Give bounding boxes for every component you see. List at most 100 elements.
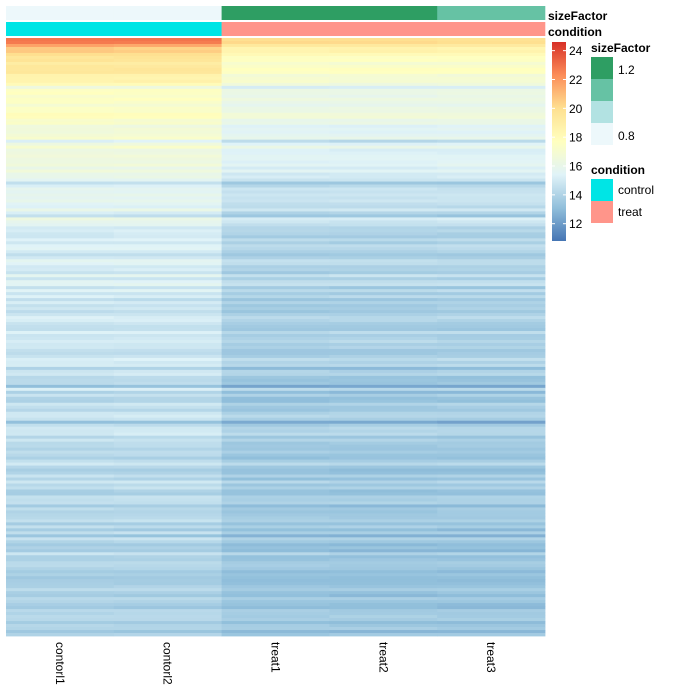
heatmap-cell: [6, 561, 115, 565]
heatmap-cell: [6, 274, 115, 278]
heatmap-cell: [113, 295, 222, 299]
heatmap-cell: [113, 387, 222, 392]
heatmap-cell: [221, 414, 330, 419]
heatmap-cell: [113, 543, 222, 547]
heatmap-cell: [437, 633, 546, 637]
heatmap-cell: [437, 301, 546, 305]
heatmap-cell: [329, 244, 438, 248]
heatmap-cell: [113, 94, 222, 99]
heatmap-cell: [113, 145, 222, 150]
heatmap-cell: [437, 151, 546, 156]
heatmap-cell: [113, 232, 222, 236]
heatmap-cell: [437, 603, 546, 607]
heatmap-cell: [329, 319, 438, 323]
heatmap-cell: [221, 100, 330, 105]
heatmap-cell: [329, 354, 438, 359]
heatmap-cell: [221, 94, 330, 99]
heatmap-cell: [113, 492, 222, 496]
heatmap-cell: [437, 381, 546, 386]
heatmap-cell: [437, 573, 546, 577]
heatmap-cell: [221, 429, 330, 434]
heatmap-cell: [221, 630, 330, 634]
heatmap-cell: [113, 357, 222, 362]
heatmap-cell: [6, 115, 115, 120]
heatmap-cell: [437, 471, 546, 475]
heatmap-cell: [329, 603, 438, 607]
heatmap-cell: [437, 423, 546, 428]
heatmap-cell: [221, 390, 330, 395]
heatmap-cell: [6, 387, 115, 392]
heatmap-cell: [6, 612, 115, 616]
heatmap-cell: [329, 211, 438, 215]
heatmap-cell: [113, 579, 222, 583]
heatmap-cell: [221, 405, 330, 410]
heatmap-cell: [221, 555, 330, 559]
heatmap-cell: [221, 402, 330, 407]
annotation-cell-condition: [6, 22, 115, 36]
heatmap-cell: [6, 351, 115, 356]
heatmap-cell: [329, 462, 438, 466]
heatmap-cell: [113, 366, 222, 371]
heatmap-cell: [113, 402, 222, 407]
column-label: treat1: [269, 642, 283, 673]
heatmap-cell: [437, 91, 546, 96]
heatmap-cell: [221, 145, 330, 150]
heatmap-cell: [6, 369, 115, 374]
heatmap-cell: [6, 247, 115, 251]
heatmap-cell: [6, 253, 115, 257]
heatmap-cell: [437, 570, 546, 574]
heatmap-cell: [329, 157, 438, 161]
heatmap-cell: [113, 112, 222, 117]
heatmap-cell: [113, 456, 222, 460]
heatmap-cell: [113, 627, 222, 631]
heatmap-cell: [6, 456, 115, 460]
heatmap-cell: [329, 429, 438, 434]
heatmap-cell: [437, 286, 546, 290]
heatmap-cell: [221, 444, 330, 449]
heatmap-cell: [113, 133, 222, 138]
heatmap-cell: [6, 468, 115, 472]
heatmap-cell: [6, 136, 115, 141]
heatmap-cell: [329, 148, 438, 153]
heatmap-cell: [6, 633, 115, 637]
heatmap-cell: [329, 387, 438, 392]
heatmap-cell: [113, 178, 222, 182]
heatmap-cell: [437, 531, 546, 535]
heatmap-cell: [6, 250, 115, 254]
heatmap-cell: [113, 348, 222, 353]
condition-legend-label: treat: [618, 205, 643, 219]
heatmap-cell: [113, 304, 222, 308]
heatmap-cell: [329, 501, 438, 505]
heatmap-cell: [221, 97, 330, 102]
heatmap-cell: [6, 157, 115, 161]
heatmap-cell: [113, 172, 222, 176]
heatmap-cell: [221, 38, 330, 42]
heatmap-cell: [221, 576, 330, 580]
heatmap-cell: [329, 375, 438, 380]
heatmap-cell: [437, 501, 546, 505]
heatmap-cell: [221, 531, 330, 535]
heatmap-cell: [6, 594, 115, 598]
heatmap-cell: [221, 492, 330, 496]
heatmap-cell: [221, 354, 330, 359]
heatmap-cell: [221, 64, 330, 69]
heatmap-cell: [6, 178, 115, 182]
heatmap-cell: [6, 40, 115, 45]
heatmap-cell: [329, 217, 438, 221]
heatmap-cell: [437, 579, 546, 583]
heatmap-cell: [113, 223, 222, 227]
heatmap-cell: [6, 319, 115, 323]
heatmap-cell: [221, 52, 330, 57]
heatmap-cell: [437, 46, 546, 51]
heatmap-cell: [437, 97, 546, 102]
heatmap-cell: [221, 280, 330, 284]
heatmap-cell: [6, 91, 115, 96]
heatmap-cell: [113, 486, 222, 490]
heatmap-cell: [437, 232, 546, 236]
heatmap-cell: [221, 378, 330, 383]
heatmap-cell: [113, 337, 222, 341]
heatmap-cell: [113, 594, 222, 598]
heatmap-cell: [6, 325, 115, 329]
heatmap-cell: [6, 94, 115, 99]
